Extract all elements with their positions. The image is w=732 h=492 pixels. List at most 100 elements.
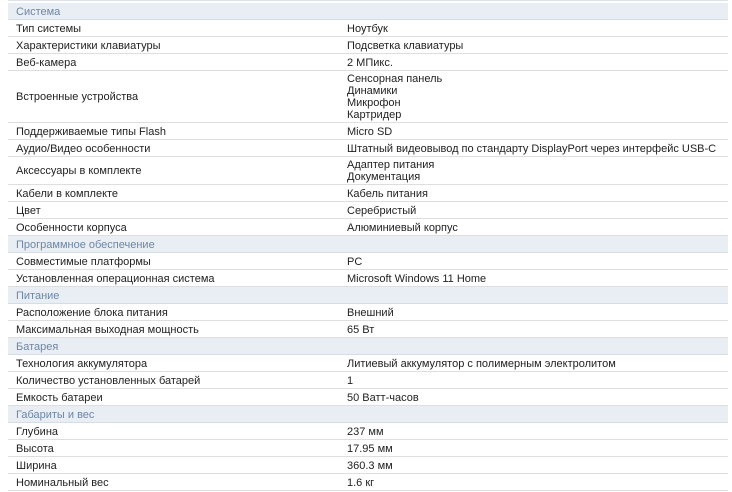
section-header: Батарея bbox=[8, 337, 728, 355]
spec-value: 360.3 мм bbox=[339, 456, 728, 474]
spec-label: Высота bbox=[8, 439, 339, 457]
spec-value-line: Подсветка клавиатуры bbox=[347, 39, 464, 52]
spec-value-line: Штатный видеовывод по стандарту DisplayP… bbox=[347, 142, 717, 155]
spec-label: Технология аккумулятора bbox=[8, 354, 339, 372]
spec-row: Кабели в комплекте Кабель питания bbox=[8, 184, 728, 202]
spec-label: Кабели в комплекте bbox=[8, 184, 339, 202]
spec-value-line: 17.95 мм bbox=[347, 442, 393, 455]
spec-value: 65 Вт bbox=[339, 320, 728, 338]
spec-label: Максимальная выходная мощность bbox=[8, 320, 339, 338]
spec-value-line: Сенсорная панель bbox=[347, 73, 443, 85]
spec-row: Установленная операционная система Micros… bbox=[8, 269, 728, 287]
spec-value-line: Динамики bbox=[347, 85, 398, 97]
spec-label: Аксессуары в комплекте bbox=[8, 156, 339, 185]
previous-content-edge bbox=[8, 0, 728, 1]
section-title: Питание bbox=[8, 286, 728, 304]
spec-row: Технология аккумулятора Литиевый аккумуля… bbox=[8, 354, 728, 372]
spec-value-line: Картридер bbox=[347, 109, 402, 121]
spec-value-line: Внешний bbox=[347, 306, 394, 319]
spec-row: Цвет Серебристый bbox=[8, 201, 728, 219]
spec-value: Microsoft Windows 11 Home bbox=[339, 269, 728, 287]
spec-value-line: Ноутбук bbox=[347, 22, 388, 35]
spec-value: Адаптер питания Документация bbox=[339, 156, 728, 185]
spec-value: 2 МПикс. bbox=[339, 53, 728, 71]
spec-row: Встроенные устройства Сенсорная панель Дин… bbox=[8, 70, 728, 123]
spec-value-line: 65 Вт bbox=[347, 323, 375, 336]
spec-row: Характеристики клавиатуры Подсветка клави… bbox=[8, 36, 728, 54]
spec-label: Веб-камера bbox=[8, 53, 339, 71]
spec-value-line: Литиевый аккумулятор с полимерным электр… bbox=[347, 357, 616, 370]
spec-value: Серебристый bbox=[339, 201, 728, 219]
spec-value-line: Документация bbox=[347, 171, 421, 183]
spec-row: Емкость батареи 50 Ватт-часов bbox=[8, 388, 728, 406]
spec-value-line: Микрофон bbox=[347, 97, 401, 109]
spec-value: 237 мм bbox=[339, 422, 728, 440]
spec-label: Глубина bbox=[8, 422, 339, 440]
spec-row: Номинальный вес 1.6 кг bbox=[8, 473, 728, 491]
spec-value-line: Адаптер питания bbox=[347, 159, 435, 171]
spec-row: Расположение блока питания Внешний bbox=[8, 303, 728, 321]
spec-value-line: 360.3 мм bbox=[347, 459, 393, 472]
spec-value-line: Серебристый bbox=[347, 204, 417, 217]
section-title: Система bbox=[8, 3, 728, 20]
spec-row: Ширина 360.3 мм bbox=[8, 456, 728, 474]
spec-value-line: 50 Ватт-часов bbox=[347, 391, 419, 404]
section-header: Питание bbox=[8, 286, 728, 304]
spec-value: 1 bbox=[339, 371, 728, 389]
spec-value: 17.95 мм bbox=[339, 439, 728, 457]
section-header: Система bbox=[8, 3, 728, 20]
spec-label: Встроенные устройства bbox=[8, 70, 339, 123]
spec-value: PC bbox=[339, 252, 728, 270]
spec-row: Количество установленных батарей 1 bbox=[8, 371, 728, 389]
spec-value-line: 1 bbox=[347, 374, 354, 387]
spec-label: Расположение блока питания bbox=[8, 303, 339, 321]
spec-label: Особенности корпуса bbox=[8, 218, 339, 236]
section-header: Программное обеспечение bbox=[8, 235, 728, 253]
spec-label: Тип системы bbox=[8, 19, 339, 37]
section-title: Программное обеспечение bbox=[8, 235, 728, 253]
spec-row: Особенности корпуса Алюминиевый корпус bbox=[8, 218, 728, 236]
spec-value: Micro SD bbox=[339, 122, 728, 140]
spec-value-line: Алюминиевый корпус bbox=[347, 221, 458, 234]
spec-row: Высота 17.95 мм bbox=[8, 439, 728, 457]
spec-label: Номинальный вес bbox=[8, 473, 339, 491]
spec-value: 50 Ватт-часов bbox=[339, 388, 728, 406]
spec-value: Литиевый аккумулятор с полимерным электр… bbox=[339, 354, 728, 372]
section-title: Батарея bbox=[8, 337, 728, 355]
spec-label: Ширина bbox=[8, 456, 339, 474]
spec-label: Количество установленных батарей bbox=[8, 371, 339, 389]
spec-label: Установленная операционная система bbox=[8, 269, 339, 287]
spec-row: Совместимые платформы PC bbox=[8, 252, 728, 270]
spec-row: Тип системы Ноутбук bbox=[8, 19, 728, 37]
spec-value-line: Кабель питания bbox=[347, 187, 428, 200]
spec-label: Цвет bbox=[8, 201, 339, 219]
specs-table-container: Система Тип системы Ноутбук Характеристики … bbox=[8, 3, 728, 491]
spec-label: Характеристики клавиатуры bbox=[8, 36, 339, 54]
spec-value-line: 1.6 кг bbox=[347, 476, 375, 489]
spec-value: Кабель питания bbox=[339, 184, 728, 202]
spec-label: Поддерживаемые типы Flash bbox=[8, 122, 339, 140]
spec-value: Подсветка клавиатуры bbox=[339, 36, 728, 54]
spec-row: Максимальная выходная мощность 65 Вт bbox=[8, 320, 728, 338]
spec-label: Совместимые платформы bbox=[8, 252, 339, 270]
section-header: Габариты и вес bbox=[8, 405, 728, 423]
spec-label: Аудио/Видео особенности bbox=[8, 139, 339, 157]
spec-value-line: 237 мм bbox=[347, 425, 384, 438]
spec-value: Сенсорная панель Динамики Микрофон Картриде… bbox=[339, 70, 728, 123]
spec-value: 1.6 кг bbox=[339, 473, 728, 491]
spec-value-line: PC bbox=[347, 255, 363, 268]
spec-row: Веб-камера 2 МПикс. bbox=[8, 53, 728, 71]
spec-value-line: Microsoft Windows 11 Home bbox=[347, 272, 487, 285]
spec-value: Штатный видеовывод по стандарту DisplayP… bbox=[339, 139, 728, 157]
spec-row: Поддерживаемые типы Flash Micro SD bbox=[8, 122, 728, 140]
spec-row: Аксессуары в комплекте Адаптер питания Док… bbox=[8, 156, 728, 185]
spec-value-line: 2 МПикс. bbox=[347, 56, 393, 69]
spec-value: Алюминиевый корпус bbox=[339, 218, 728, 236]
spec-value: Ноутбук bbox=[339, 19, 728, 37]
specs-table: Система Тип системы Ноутбук Характеристики … bbox=[8, 3, 728, 491]
spec-row: Глубина 237 мм bbox=[8, 422, 728, 440]
section-title: Габариты и вес bbox=[8, 405, 728, 423]
spec-value: Внешний bbox=[339, 303, 728, 321]
spec-row: Аудио/Видео особенности Штатный видеовыво… bbox=[8, 139, 728, 157]
spec-value-line: Micro SD bbox=[347, 125, 393, 138]
